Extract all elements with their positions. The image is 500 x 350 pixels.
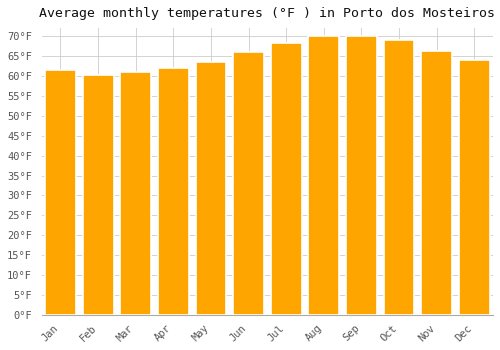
Bar xyxy=(270,43,302,315)
Bar xyxy=(158,68,188,315)
Bar xyxy=(421,51,452,315)
Bar xyxy=(459,60,490,315)
Bar xyxy=(308,36,339,315)
Bar xyxy=(384,40,414,315)
Bar xyxy=(196,62,226,315)
Bar xyxy=(120,72,151,315)
Bar xyxy=(82,75,114,315)
Bar xyxy=(45,70,76,315)
Bar xyxy=(346,36,377,315)
Title: Average monthly temperatures (°F ) in Porto dos Mosteiros: Average monthly temperatures (°F ) in Po… xyxy=(40,7,496,20)
Bar xyxy=(233,52,264,315)
